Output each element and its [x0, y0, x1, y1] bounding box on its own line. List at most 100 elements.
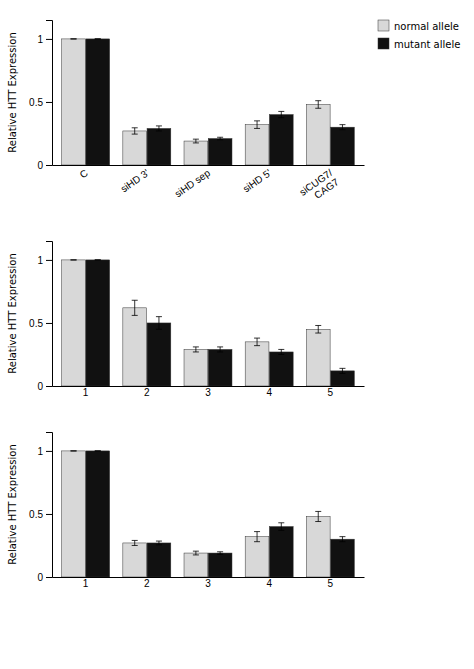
y-axis: 00.51	[29, 242, 52, 392]
error-bar	[339, 537, 345, 542]
tick-label: 0.5	[29, 509, 43, 520]
x-axis: 12345	[53, 386, 365, 398]
tick-mark	[46, 39, 52, 40]
bar	[123, 543, 147, 577]
tick: 3	[205, 577, 211, 589]
tick-mark	[46, 260, 52, 261]
tick-label: 3	[205, 387, 211, 398]
bar	[86, 451, 110, 577]
bar	[184, 553, 208, 577]
tick: 0.5	[29, 97, 52, 108]
error-bar	[217, 552, 223, 555]
error-bar	[193, 551, 199, 555]
bar	[245, 537, 269, 577]
error-bar	[278, 523, 284, 531]
tick: 5	[328, 386, 334, 398]
series	[86, 451, 354, 577]
bar	[269, 527, 293, 577]
bar	[123, 308, 147, 386]
tick: 0	[37, 572, 52, 583]
y-axis: 00.51	[29, 433, 52, 583]
legend-item: mutant allele	[378, 38, 460, 50]
tick-label: 1	[83, 578, 89, 589]
plot-area	[62, 39, 355, 165]
series	[62, 260, 330, 386]
series	[86, 39, 354, 165]
tick-label: siCUG7/CAG7	[297, 167, 341, 207]
error-bar	[71, 38, 77, 39]
tick-label: C	[78, 167, 90, 180]
tick: 0	[37, 160, 52, 171]
bar	[123, 131, 147, 165]
bar	[62, 39, 86, 165]
error-bar	[339, 368, 345, 373]
tick-label: 2	[144, 578, 150, 589]
tick: siHD 5'	[241, 165, 274, 194]
tick: 1	[37, 446, 52, 457]
tick-mark	[46, 577, 52, 578]
bar-chart: 00.51CsiHD 3'siHD sepsiHD 5'siCUG7/CAG7R…	[7, 20, 460, 207]
bar	[269, 352, 293, 386]
error-bar	[254, 338, 260, 346]
bar	[269, 115, 293, 165]
bar	[147, 128, 171, 165]
tick: 1	[37, 34, 52, 45]
error-bar	[132, 128, 138, 134]
error-bar	[193, 139, 199, 143]
error-bar	[193, 347, 199, 352]
error-bar	[71, 450, 77, 451]
axis-line	[46, 21, 53, 166]
error-bar	[217, 137, 223, 140]
tick-label: 1	[37, 446, 43, 457]
error-bar	[254, 532, 260, 542]
bar	[306, 516, 330, 577]
tick-label: 3	[205, 578, 211, 589]
figure: 00.51CsiHD 3'siHD sepsiHD 5'siCUG7/CAG7R…	[0, 0, 474, 669]
axis-line	[46, 242, 53, 387]
tick-label: 1	[37, 255, 43, 266]
tick: 5	[328, 577, 334, 589]
tick-label: siHD 3'	[119, 167, 152, 194]
bar	[208, 553, 232, 577]
error-bar	[95, 450, 101, 451]
x-axis: CsiHD 3'siHD sepsiHD 5'siCUG7/CAG7	[53, 165, 365, 207]
axis-title: Relative HTT Expression	[7, 32, 18, 153]
error-bar	[278, 111, 284, 117]
bar	[208, 139, 232, 165]
error-bar	[156, 541, 162, 545]
tick-mark	[46, 451, 52, 452]
axis-line	[46, 433, 53, 578]
series	[62, 451, 330, 577]
bar	[86, 260, 110, 386]
plot-area	[62, 260, 355, 386]
axis-title: Relative HTT Expression	[7, 444, 18, 565]
error-bar	[156, 126, 162, 131]
error-bar	[132, 540, 138, 545]
tick-label: 4	[266, 578, 272, 589]
tick-label: 0	[37, 381, 43, 392]
bar	[147, 323, 171, 386]
tick-label: 0.5	[29, 318, 43, 329]
tick: 4	[266, 386, 272, 398]
error-bar	[278, 349, 284, 354]
bar	[62, 451, 86, 577]
bar	[306, 329, 330, 386]
error-bar	[254, 121, 260, 129]
bar-chart: 00.5112345Relative HTT Expression	[7, 242, 365, 399]
tick-label: 0	[37, 572, 43, 583]
tick-mark	[46, 514, 52, 515]
tick: 1	[37, 255, 52, 266]
legend-item: normal allele	[378, 20, 459, 32]
error-bar	[217, 347, 223, 352]
tick-label: 1	[83, 387, 89, 398]
tick-mark	[46, 102, 52, 103]
error-bar	[71, 259, 77, 260]
bar	[86, 39, 110, 165]
bar	[147, 543, 171, 577]
tick-label: 5	[328, 387, 334, 398]
legend-label: mutant allele	[394, 39, 460, 50]
tick-label: 4	[266, 387, 272, 398]
tick: 0.5	[29, 318, 52, 329]
bar	[184, 141, 208, 165]
tick: 0	[37, 381, 52, 392]
